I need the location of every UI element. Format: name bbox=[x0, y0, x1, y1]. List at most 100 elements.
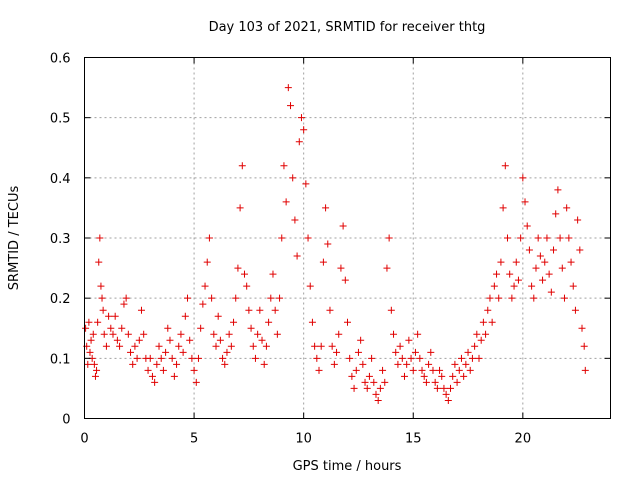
data-point bbox=[466, 366, 474, 374]
data-point bbox=[96, 234, 104, 242]
data-point bbox=[197, 324, 205, 332]
x-tick-label: 20 bbox=[515, 432, 532, 447]
data-point bbox=[304, 234, 312, 242]
data-point bbox=[116, 342, 124, 350]
data-point bbox=[107, 324, 115, 332]
data-point bbox=[120, 300, 128, 308]
data-point bbox=[451, 360, 459, 368]
data-point bbox=[484, 306, 492, 314]
grid bbox=[84, 57, 611, 419]
y-tick-label: 0.2 bbox=[50, 292, 71, 307]
data-point bbox=[396, 342, 404, 350]
data-point bbox=[212, 342, 220, 350]
data-point bbox=[337, 264, 345, 272]
data-point bbox=[238, 162, 246, 170]
data-point bbox=[455, 366, 463, 374]
data-point bbox=[190, 366, 198, 374]
data-point bbox=[350, 384, 358, 392]
data-point bbox=[230, 318, 238, 326]
data-point bbox=[464, 348, 472, 356]
data-point bbox=[124, 330, 132, 338]
data-point bbox=[118, 324, 126, 332]
data-point bbox=[400, 372, 408, 380]
data-point bbox=[153, 360, 161, 368]
data-point bbox=[422, 378, 430, 386]
data-point bbox=[438, 372, 446, 380]
data-point bbox=[326, 306, 334, 314]
data-point bbox=[94, 318, 102, 326]
data-point bbox=[199, 300, 207, 308]
data-point bbox=[179, 348, 187, 356]
data-point bbox=[379, 366, 387, 374]
data-point bbox=[539, 276, 547, 284]
data-point bbox=[501, 162, 509, 170]
data-point bbox=[532, 264, 540, 272]
data-point bbox=[98, 294, 106, 302]
data-point bbox=[164, 324, 172, 332]
data-point bbox=[225, 330, 233, 338]
data-point bbox=[223, 348, 231, 356]
data-point bbox=[462, 360, 470, 368]
data-point bbox=[181, 312, 189, 320]
data-point bbox=[574, 216, 582, 224]
data-point bbox=[311, 342, 319, 350]
data-point bbox=[359, 360, 367, 368]
data-point bbox=[383, 264, 391, 272]
data-point bbox=[442, 390, 450, 398]
data-point bbox=[497, 258, 505, 266]
tick-labels: 0 5 10 15 20 0 0.1 0.2 0.3 0.4 0.5 0.6 bbox=[50, 52, 531, 447]
y-axis-label: SRMTID / TECUs bbox=[7, 186, 22, 291]
data-point bbox=[565, 234, 573, 242]
data-point bbox=[131, 342, 139, 350]
data-point bbox=[440, 384, 448, 392]
data-point bbox=[293, 252, 301, 260]
data-point bbox=[433, 384, 441, 392]
data-point bbox=[216, 336, 224, 344]
plot-frame bbox=[84, 57, 611, 419]
data-point bbox=[420, 372, 428, 380]
data-point bbox=[431, 378, 439, 386]
data-point bbox=[177, 330, 185, 338]
data-point bbox=[436, 366, 444, 374]
data-point bbox=[280, 162, 288, 170]
data-point bbox=[479, 318, 487, 326]
data-point bbox=[86, 348, 94, 356]
data-point bbox=[514, 276, 522, 284]
data-point bbox=[482, 330, 490, 338]
data-point bbox=[552, 210, 560, 218]
data-point bbox=[361, 378, 369, 386]
data-point bbox=[194, 354, 202, 362]
data-point bbox=[240, 270, 248, 278]
data-point bbox=[381, 378, 389, 386]
data-point bbox=[243, 282, 251, 290]
data-point bbox=[519, 174, 527, 182]
data-point bbox=[560, 294, 568, 302]
x-tick-label: 0 bbox=[80, 432, 88, 447]
data-point bbox=[317, 342, 325, 350]
data-point bbox=[365, 372, 373, 380]
data-point bbox=[227, 342, 235, 350]
data-point bbox=[506, 270, 514, 278]
data-point bbox=[234, 264, 242, 272]
data-point bbox=[414, 330, 422, 338]
data-point bbox=[486, 294, 494, 302]
data-point bbox=[525, 246, 533, 254]
data-point bbox=[170, 372, 178, 380]
data-point bbox=[357, 336, 365, 344]
data-point bbox=[581, 366, 589, 374]
data-point bbox=[173, 360, 181, 368]
x-tick-label: 10 bbox=[295, 432, 312, 447]
data-point bbox=[543, 234, 551, 242]
data-point bbox=[168, 354, 176, 362]
data-point bbox=[536, 252, 544, 260]
data-point bbox=[105, 312, 113, 320]
data-point bbox=[87, 336, 95, 344]
data-point bbox=[368, 354, 376, 362]
data-point bbox=[155, 342, 163, 350]
data-point bbox=[210, 330, 218, 338]
data-point bbox=[541, 258, 549, 266]
data-point bbox=[157, 354, 165, 362]
data-point bbox=[335, 330, 343, 338]
data-point bbox=[129, 360, 137, 368]
data-point bbox=[148, 372, 156, 380]
